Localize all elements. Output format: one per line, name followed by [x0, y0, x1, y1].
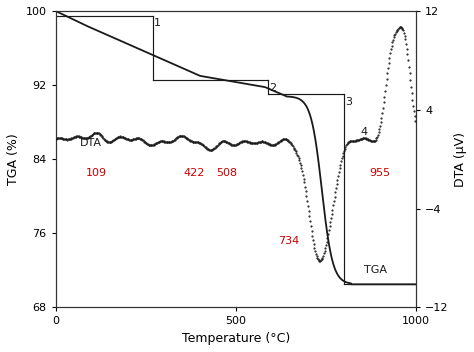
Text: 3: 3 [345, 97, 352, 107]
Text: 4: 4 [360, 127, 367, 137]
Text: DTA: DTA [80, 138, 102, 147]
Text: 734: 734 [278, 236, 300, 246]
Text: TGA: TGA [364, 265, 387, 275]
Text: 508: 508 [216, 168, 237, 178]
Y-axis label: TGA (%): TGA (%) [7, 133, 20, 185]
X-axis label: Temperature (°C): Temperature (°C) [182, 332, 290, 345]
Text: 1: 1 [154, 18, 161, 29]
Text: 422: 422 [183, 168, 205, 178]
Text: 109: 109 [85, 168, 107, 178]
Text: 955: 955 [369, 168, 391, 178]
Text: 2: 2 [269, 83, 276, 93]
Y-axis label: DTA (μV): DTA (μV) [454, 132, 467, 187]
